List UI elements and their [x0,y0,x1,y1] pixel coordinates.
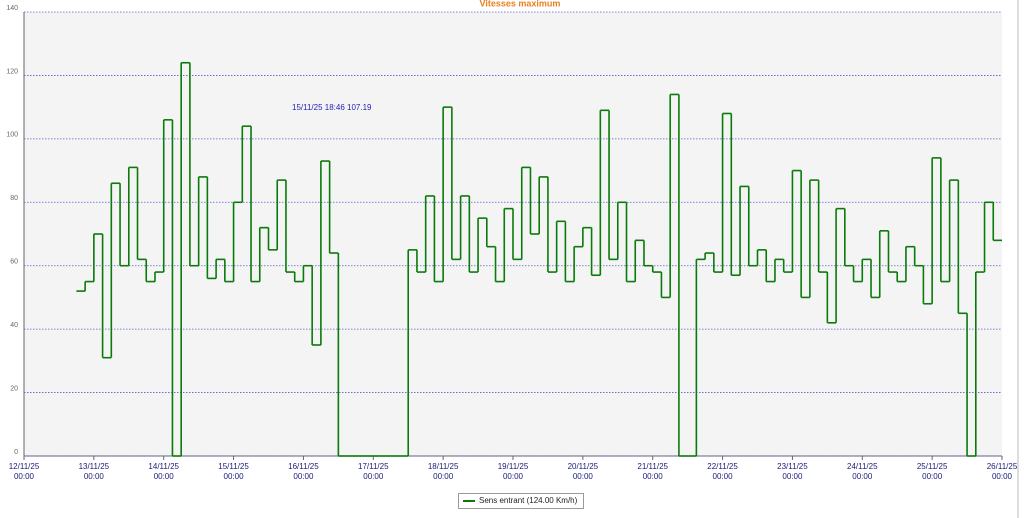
x-tick-label: 21/11/25 00:00 [637,462,668,481]
step-connector [84,62,995,456]
y-tick-label: 120 [6,68,18,75]
x-tick-label: 24/11/25 00:00 [847,462,878,481]
y-tick-label: 100 [6,132,18,139]
y-tick-label: 60 [10,259,18,266]
x-tick-label: 12/11/25 00:00 [8,462,40,481]
x-tick-label: 23/11/25 00:00 [777,462,808,481]
x-tick-label: 26/11/25 00:00 [986,462,1018,481]
annotation: 15/11/25 18:46 107.19 [292,103,372,112]
y-tick-label: 80 [10,195,18,202]
x-tick-label: 25/11/25 00:00 [916,462,948,481]
x-tick-label: 13/11/25 00:00 [78,462,110,481]
y-tick-label: 20 [10,385,18,392]
series [76,61,1002,457]
x-tick-label: 20/11/25 00:00 [567,462,599,481]
x-tick-label: 16/11/25 00:00 [288,462,319,481]
y-tick-label: 40 [10,322,18,329]
y-tick-label: 0 [14,449,18,456]
chart-title: Vitesses maximum [480,0,561,8]
x-tick-label: 22/11/25 00:00 [707,462,738,481]
x-tick-label: 14/11/25 00:00 [148,462,179,481]
x-tick-label: 18/11/25 00:00 [427,462,459,481]
legend-label: Sens entrant (124.00 Km/h) [479,496,578,505]
y-tick-label: 140 [6,5,18,12]
x-tick-label: 17/11/25 00:00 [358,462,389,481]
x-tick-label: 19/11/25 00:00 [497,462,529,481]
legend-swatch [463,500,475,502]
x-tick-label: 15/11/25 00:00 [218,462,249,481]
legend: Sens entrant (124.00 Km/h) [458,493,585,509]
